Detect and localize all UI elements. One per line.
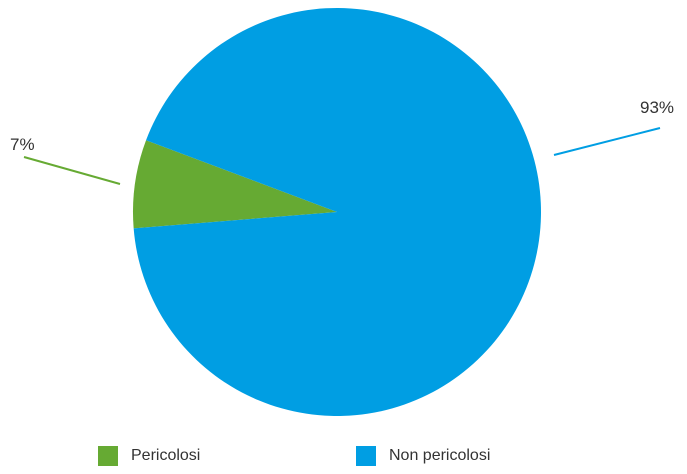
legend-label-pericolosi: Pericolosi <box>131 447 201 464</box>
legend-item-non-pericolosi: Non pericolosi <box>356 446 490 466</box>
legend-label-non-pericolosi: Non pericolosi <box>389 447 491 464</box>
pie-slice-non-pericolosi <box>133 8 541 417</box>
leader-line-pericolosi <box>23 156 121 185</box>
legend-swatch-pericolosi <box>98 446 118 466</box>
pie-slice-pericolosi <box>132 140 337 229</box>
slice-label-non-pericolosi: 93% <box>640 98 674 117</box>
leader-lines <box>23 127 661 185</box>
leader-line-non-pericolosi <box>553 127 661 156</box>
chart-legend: Pericolosi Non pericolosi <box>0 446 687 470</box>
legend-swatch-non-pericolosi <box>356 446 376 466</box>
slice-label-pericolosi: 7% <box>10 135 35 154</box>
pie-slices <box>132 8 541 417</box>
legend-item-pericolosi: Pericolosi <box>98 446 200 466</box>
